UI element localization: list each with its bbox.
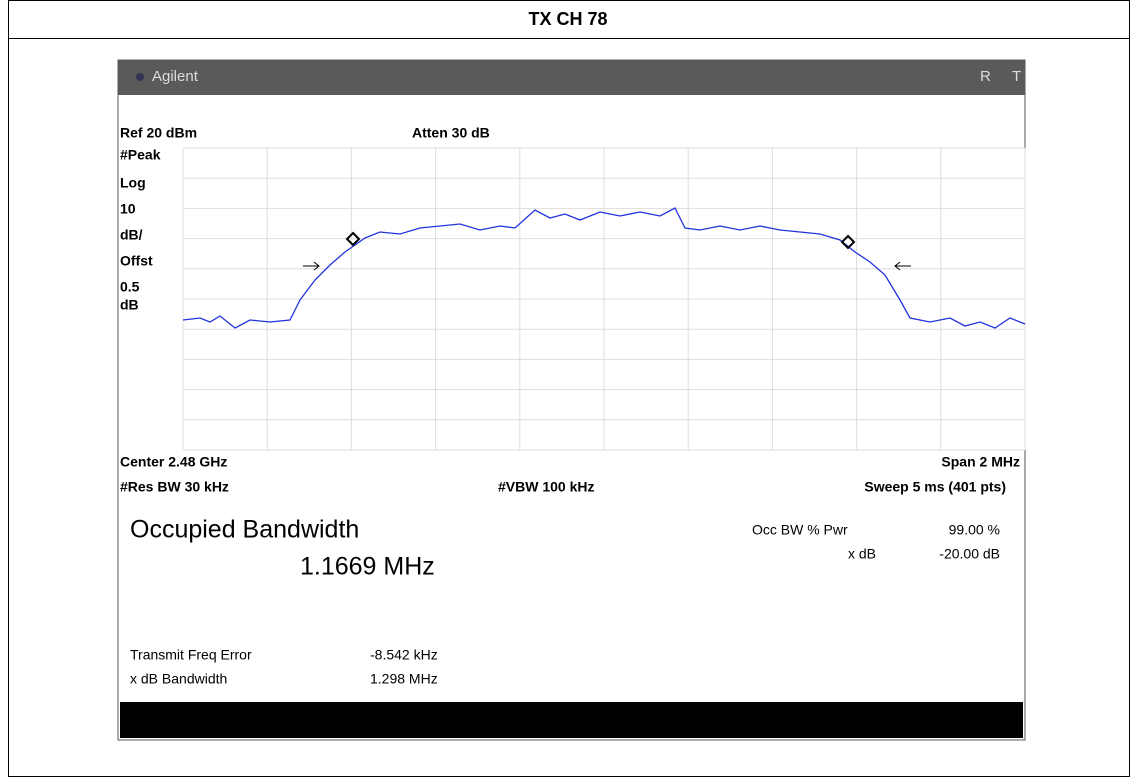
center: Center 2.48 GHz <box>120 454 227 470</box>
scale-label: dB/ <box>120 227 143 243</box>
scale-label: 10 <box>120 201 136 217</box>
title: TX CH 78 <box>528 9 607 29</box>
xdb-label: x dB <box>848 546 876 562</box>
scale: #Peak Log 10 dB/Offst 0.5 dB <box>120 147 161 313</box>
occ-label: Occ BW % Pwr <box>752 522 848 538</box>
brand: Agilent <box>152 68 199 85</box>
header-bar <box>118 60 1025 95</box>
row-label: x dB Bandwidth <box>130 671 227 687</box>
status: T <box>1012 68 1021 85</box>
ref: Ref 20 dBm <box>120 125 197 141</box>
sweep: Sweep 5 ms (401 pts) <box>864 479 1006 495</box>
marker <box>840 234 856 250</box>
atten: Atten 30 dB <box>412 125 490 141</box>
marker <box>345 231 361 247</box>
scale-label: 0.5 <box>120 279 140 295</box>
screen <box>117 59 1026 741</box>
logo <box>136 73 144 81</box>
rbw: #Res BW 30 kHz <box>120 479 229 495</box>
meas-value: 1.1669 MHz <box>300 553 435 581</box>
status-bar <box>120 702 1023 738</box>
scale-label: Offst <box>120 253 153 269</box>
row-value: 1.298 MHz <box>370 671 438 687</box>
xdb-value: -20.00 dB <box>939 546 1000 562</box>
status: R <box>980 68 991 85</box>
scale-label: Log <box>120 175 146 191</box>
vbw: #VBW 100 kHz <box>498 479 594 495</box>
scale-label: #Peak <box>120 147 161 163</box>
arrow <box>894 261 911 271</box>
row-value: -8.542 kHz <box>370 647 438 663</box>
row-label: Transmit Freq Error <box>130 647 252 663</box>
trace <box>182 207 1026 329</box>
scale-label: dB <box>120 297 139 313</box>
occ-value: 99.00 % <box>949 522 1000 538</box>
arrow <box>303 261 320 271</box>
grid <box>182 147 1026 451</box>
meas-title: Occupied Bandwidth <box>130 516 359 544</box>
span: Span 2 MHz <box>941 454 1020 470</box>
